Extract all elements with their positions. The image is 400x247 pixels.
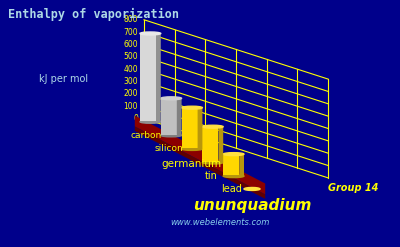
Polygon shape [202,126,218,162]
Polygon shape [182,107,198,148]
Text: ununquadium: ununquadium [193,198,311,213]
Polygon shape [177,98,182,136]
Ellipse shape [161,134,182,137]
Polygon shape [161,98,177,135]
Text: Enthalpy of vaporization: Enthalpy of vaporization [8,7,179,21]
Text: silicon: silicon [154,144,183,153]
Polygon shape [198,107,202,150]
Polygon shape [218,126,223,163]
Ellipse shape [244,187,260,190]
Text: 0: 0 [133,114,138,123]
Text: kJ per mol: kJ per mol [40,74,88,84]
Text: 700: 700 [123,28,138,37]
Ellipse shape [182,106,202,109]
Ellipse shape [161,97,182,100]
Ellipse shape [140,32,161,35]
Text: 200: 200 [124,89,138,98]
Text: carbon: carbon [130,131,162,140]
Ellipse shape [202,161,223,164]
Text: germanium: germanium [162,159,222,168]
Ellipse shape [202,125,223,128]
Text: 100: 100 [124,102,138,111]
Text: 400: 400 [123,65,138,74]
Ellipse shape [223,175,244,178]
Text: 500: 500 [123,52,138,61]
Polygon shape [223,153,239,175]
Polygon shape [239,153,244,177]
Text: 600: 600 [123,40,138,49]
Ellipse shape [223,153,244,156]
Polygon shape [135,126,265,199]
Ellipse shape [140,120,161,123]
Polygon shape [156,33,161,123]
Polygon shape [135,116,265,194]
Ellipse shape [182,147,202,150]
Polygon shape [140,33,156,121]
Text: Group 14: Group 14 [328,183,378,193]
Text: 300: 300 [123,77,138,86]
Text: 800: 800 [124,15,138,24]
Text: tin: tin [205,171,218,181]
Text: lead: lead [222,184,242,194]
Text: www.webelements.com: www.webelements.com [170,218,270,227]
